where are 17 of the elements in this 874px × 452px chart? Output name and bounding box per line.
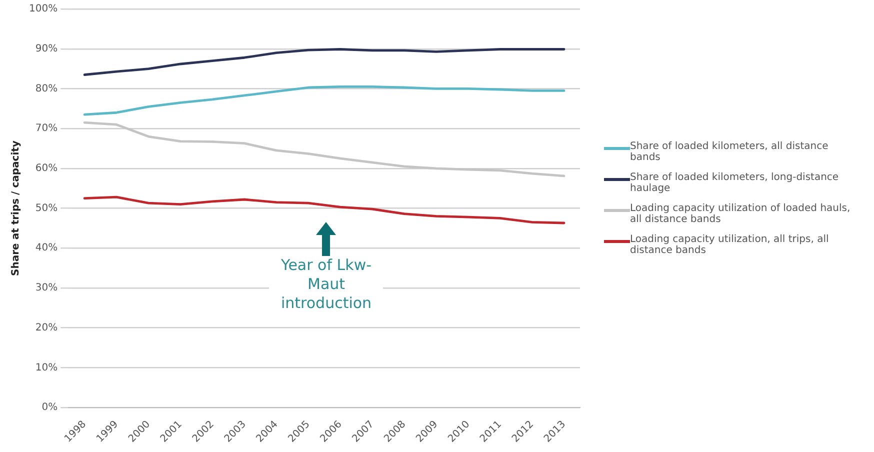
y-tick-label: 10% bbox=[35, 362, 58, 374]
y-tick-label: 0% bbox=[42, 402, 58, 414]
y-axis-title: Share at trips / capacity bbox=[10, 140, 22, 276]
y-tick-label: 100% bbox=[28, 4, 58, 15]
y-tick-label: 90% bbox=[35, 43, 58, 54]
y-tick-label: 50% bbox=[35, 202, 58, 214]
y-tick-label: 60% bbox=[35, 163, 58, 174]
legend-label: Loading capacity utilization of loaded hauls, all distance bands bbox=[630, 202, 852, 224]
legend-label: Share of loaded kilometers, all distance bands bbox=[630, 140, 830, 162]
y-tick-label: 40% bbox=[35, 242, 58, 254]
y-tick-label: 80% bbox=[35, 83, 58, 94]
y-tick-label: 70% bbox=[35, 123, 58, 134]
y-tick-label: 30% bbox=[35, 282, 58, 294]
legend-label: Share of loaded kilometers, long-distance haulage bbox=[630, 172, 840, 194]
y-tick-label: 20% bbox=[35, 322, 58, 334]
annotation: Year of Lkw-Maut introduction bbox=[269, 256, 384, 314]
legend-label: Loading capacity utilization, all trips, all distance bands bbox=[630, 234, 830, 256]
